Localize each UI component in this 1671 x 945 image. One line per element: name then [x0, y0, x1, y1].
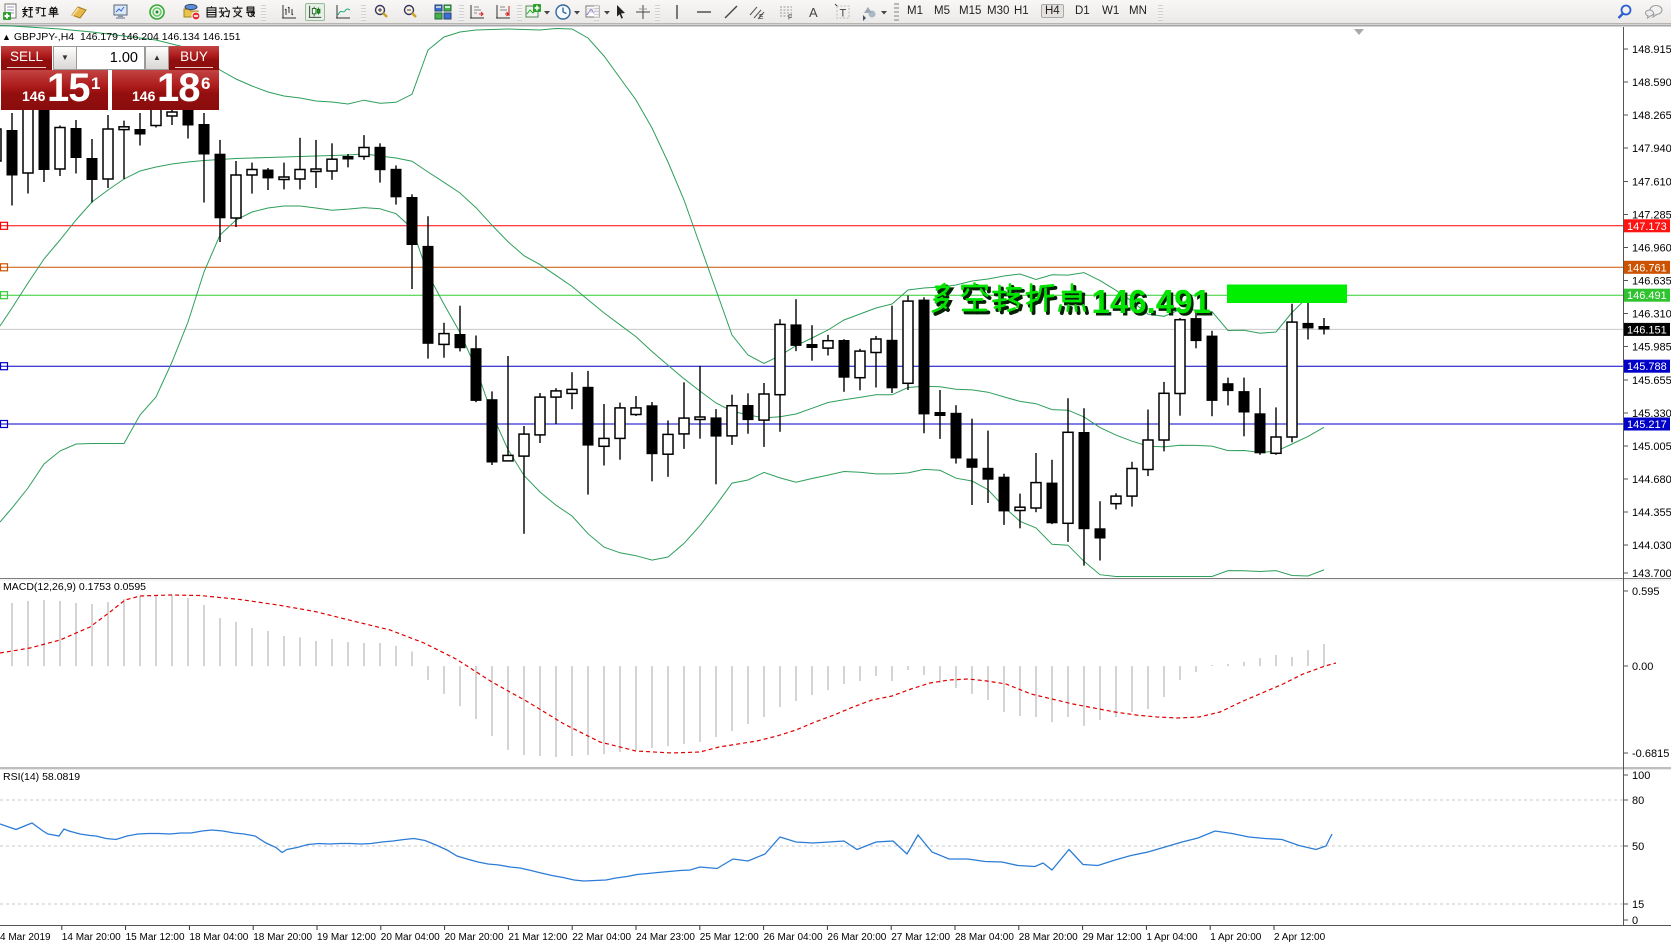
svg-text:148.590: 148.590: [1632, 77, 1671, 89]
svg-text:27 Mar 12:00: 27 Mar 12:00: [891, 932, 950, 943]
svg-text:MACD(12,26,9) 0.1753 0.0595: MACD(12,26,9) 0.1753 0.0595: [3, 581, 146, 593]
svg-text:18 Mar 20:00: 18 Mar 20:00: [253, 932, 312, 943]
svg-text:26 Mar 20:00: 26 Mar 20:00: [827, 932, 886, 943]
svg-text:80: 80: [1632, 795, 1644, 807]
svg-text:146.960: 146.960: [1632, 243, 1671, 255]
svg-text:RSI(14) 58.0819: RSI(14) 58.0819: [3, 771, 80, 783]
svg-text:148.915: 148.915: [1632, 44, 1671, 56]
svg-text:145.005: 145.005: [1632, 441, 1671, 453]
svg-text:144.355: 144.355: [1632, 507, 1671, 519]
svg-text:50: 50: [1632, 841, 1644, 853]
svg-text:24 Mar 23:00: 24 Mar 23:00: [636, 932, 695, 943]
svg-text:22 Mar 04:00: 22 Mar 04:00: [572, 932, 631, 943]
svg-text:100: 100: [1632, 770, 1650, 782]
svg-text:26 Mar 04:00: 26 Mar 04:00: [764, 932, 823, 943]
svg-text:28 Mar 20:00: 28 Mar 20:00: [1019, 932, 1078, 943]
svg-text:145.788: 145.788: [1627, 361, 1667, 373]
svg-text:21 Mar 12:00: 21 Mar 12:00: [508, 932, 567, 943]
svg-text:148.265: 148.265: [1632, 110, 1671, 122]
svg-text:144.030: 144.030: [1632, 540, 1671, 552]
svg-text:143.700: 143.700: [1632, 568, 1671, 580]
svg-text:146.761: 146.761: [1627, 262, 1667, 274]
svg-text:T: T: [840, 8, 847, 20]
svg-text:15 Mar 12:00: 15 Mar 12:00: [126, 932, 185, 943]
svg-text:146.635: 146.635: [1632, 276, 1671, 288]
svg-text:20 Mar 04:00: 20 Mar 04:00: [381, 932, 440, 943]
svg-text:E: E: [759, 14, 764, 21]
svg-text:28 Mar 04:00: 28 Mar 04:00: [955, 932, 1014, 943]
svg-text:1 Apr 04:00: 1 Apr 04:00: [1146, 932, 1198, 943]
svg-text:25 Mar 12:00: 25 Mar 12:00: [700, 932, 759, 943]
svg-text:2 Apr 12:00: 2 Apr 12:00: [1274, 932, 1326, 943]
svg-text:145.985: 145.985: [1632, 342, 1671, 354]
svg-text:1 Apr 20:00: 1 Apr 20:00: [1210, 932, 1262, 943]
svg-text:146.491: 146.491: [1627, 290, 1667, 302]
svg-text:147.610: 147.610: [1632, 177, 1671, 189]
svg-text:14 Mar 20:00: 14 Mar 20:00: [62, 932, 121, 943]
svg-text:145.330: 145.330: [1632, 408, 1671, 420]
svg-text:147.173: 147.173: [1627, 221, 1667, 233]
svg-text:0.00: 0.00: [1632, 661, 1653, 673]
svg-text:147.940: 147.940: [1632, 143, 1671, 155]
svg-text:29 Mar 12:00: 29 Mar 12:00: [1083, 932, 1142, 943]
svg-text:20 Mar 20:00: 20 Mar 20:00: [445, 932, 504, 943]
svg-text:0.595: 0.595: [1632, 586, 1660, 598]
svg-text:146.151: 146.151: [1627, 324, 1667, 336]
svg-text:146.491: 146.491: [1094, 285, 1213, 322]
svg-text:146.310: 146.310: [1632, 309, 1671, 321]
svg-text:19 Mar 12:00: 19 Mar 12:00: [317, 932, 376, 943]
svg-text:146.491: 146.491: [1092, 283, 1211, 320]
svg-text:-0.6815: -0.6815: [1632, 748, 1669, 760]
svg-text:15: 15: [1632, 899, 1644, 911]
svg-text:144.680: 144.680: [1632, 474, 1671, 486]
svg-text:4 Mar 2019: 4 Mar 2019: [0, 932, 51, 943]
svg-text:147.285: 147.285: [1632, 210, 1671, 222]
svg-text:145.655: 145.655: [1632, 375, 1671, 387]
svg-text:145.217: 145.217: [1627, 419, 1667, 431]
svg-text:0: 0: [1632, 915, 1638, 927]
svg-text:A: A: [809, 5, 818, 20]
svg-text:F: F: [788, 15, 792, 22]
svg-text:18 Mar 04:00: 18 Mar 04:00: [189, 932, 248, 943]
